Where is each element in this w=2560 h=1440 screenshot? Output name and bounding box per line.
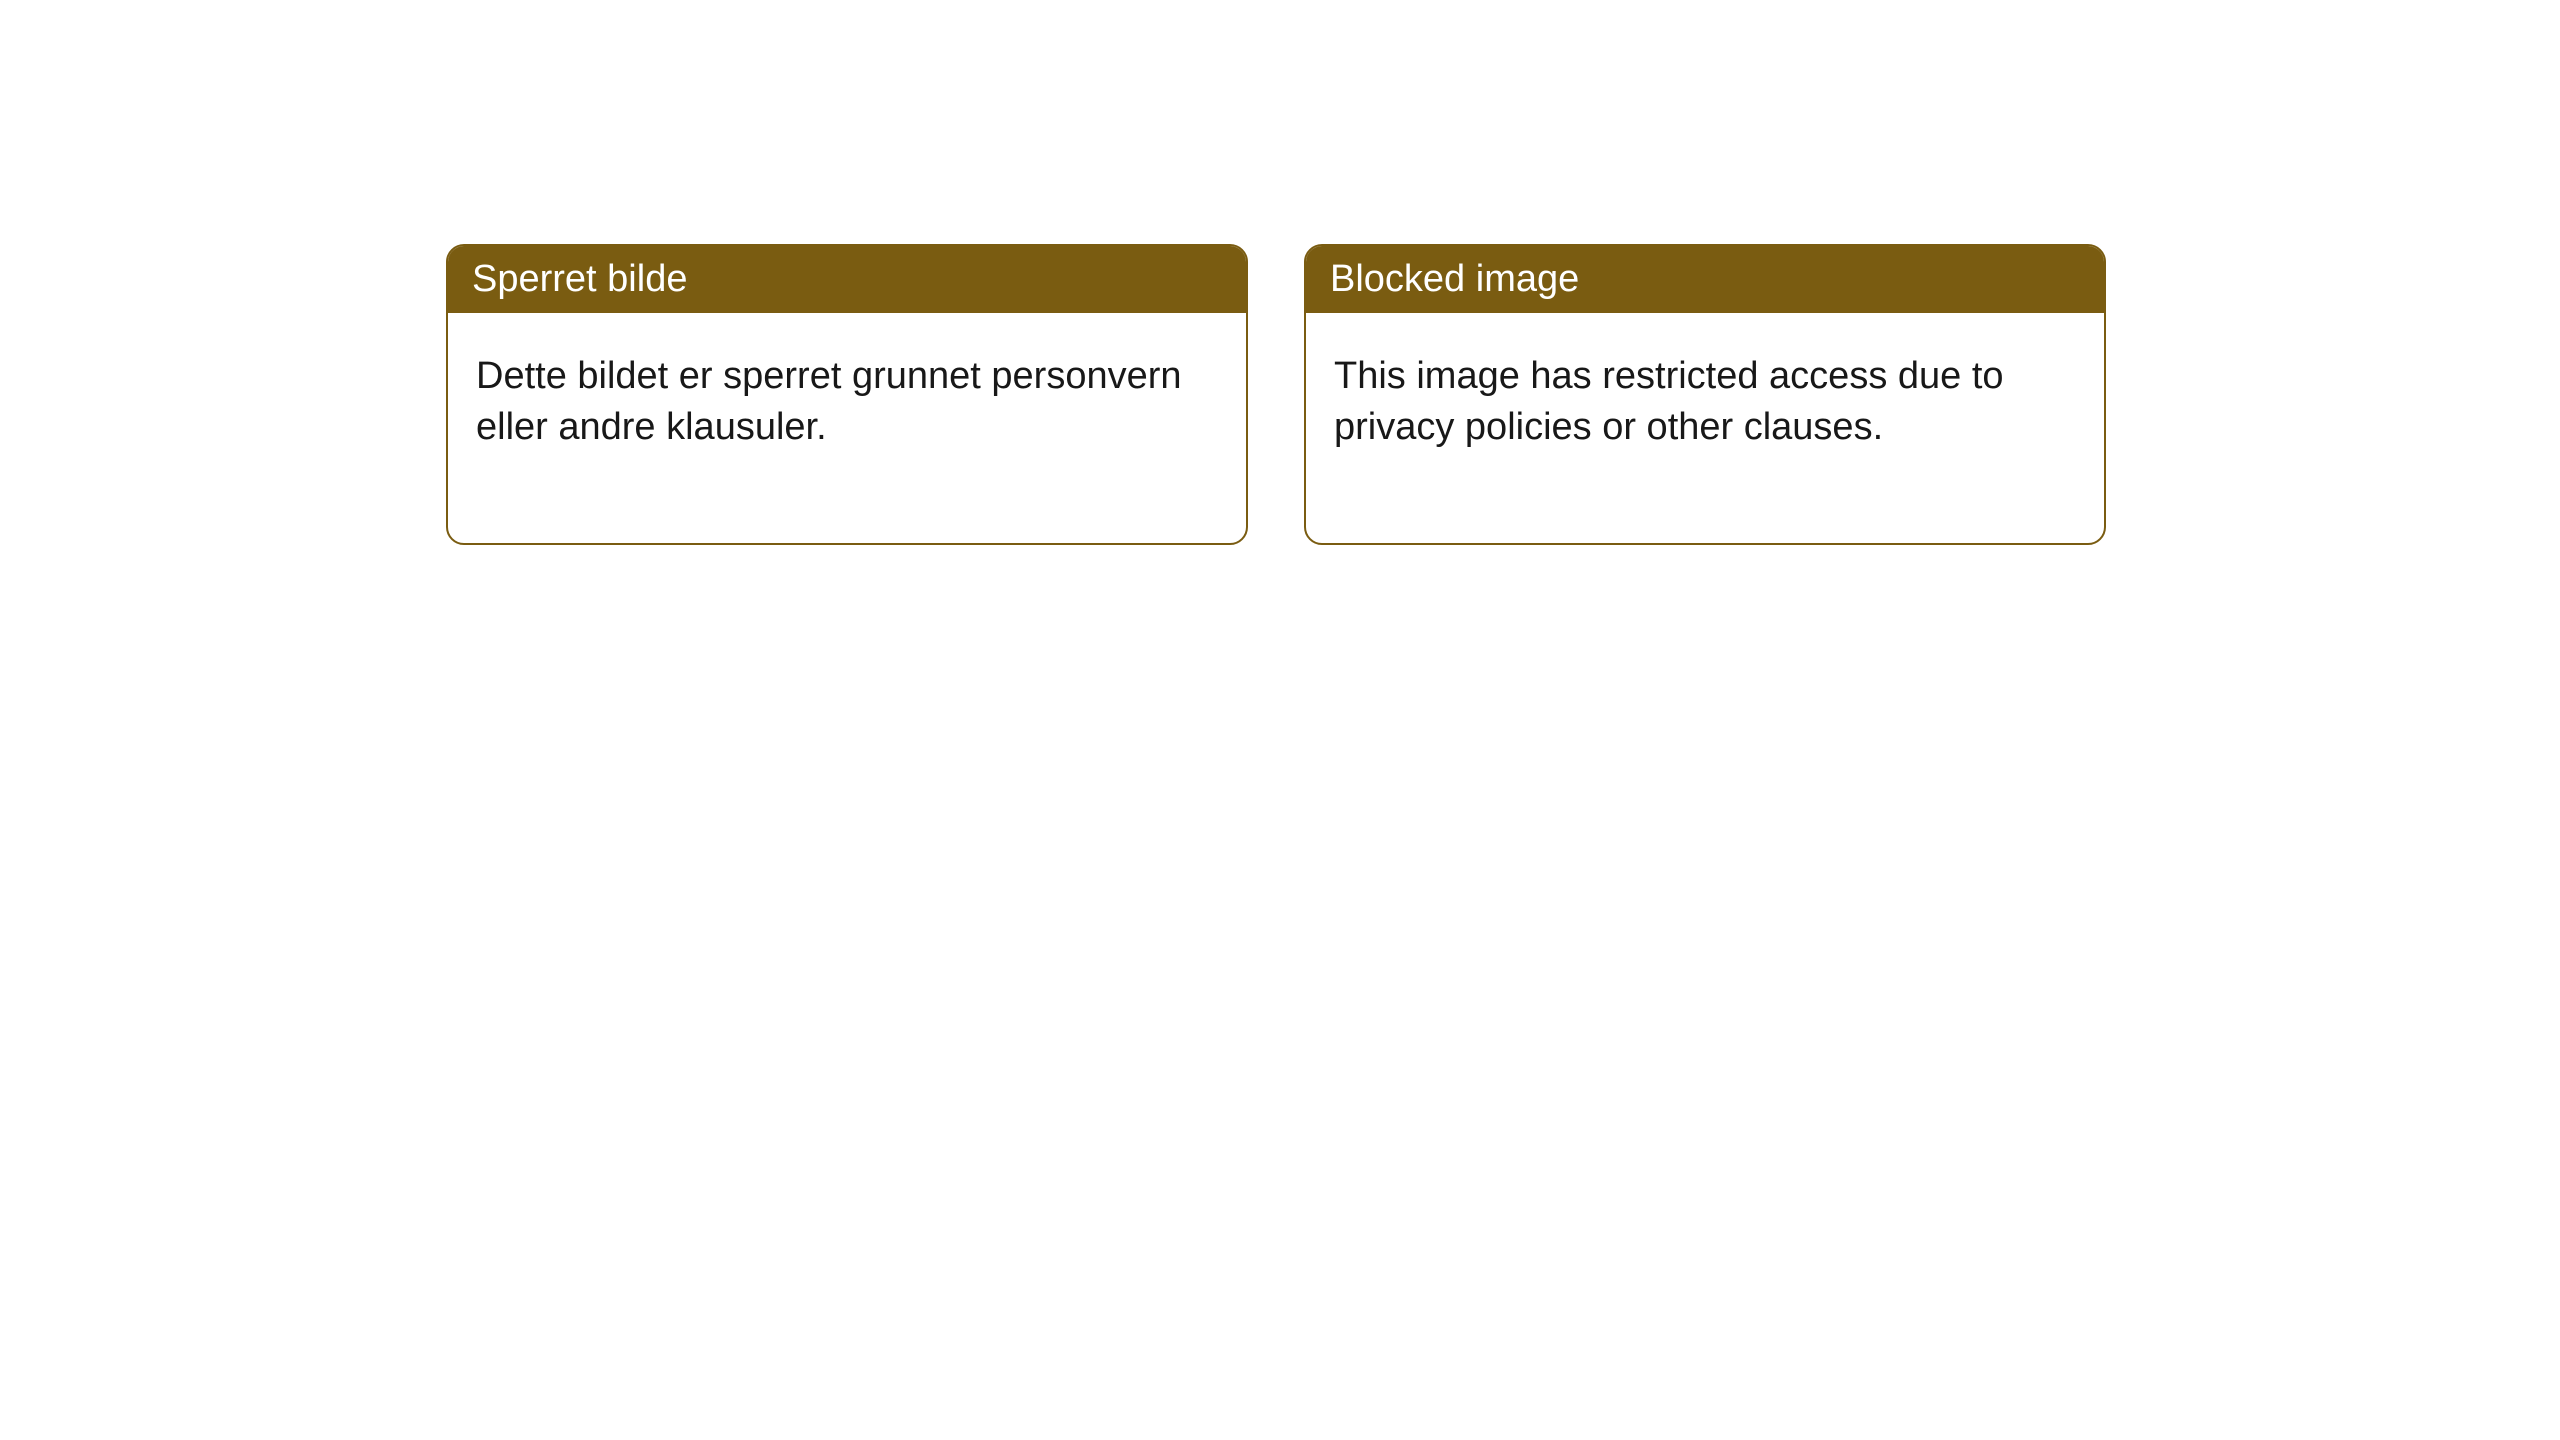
card-header: Sperret bilde (448, 246, 1246, 313)
blocked-image-card-norwegian: Sperret bilde Dette bildet er sperret gr… (446, 244, 1248, 545)
card-body: Dette bildet er sperret grunnet personve… (448, 313, 1246, 543)
blocked-image-card-english: Blocked image This image has restricted … (1304, 244, 2106, 545)
card-header: Blocked image (1306, 246, 2104, 313)
blocked-image-notice-container: Sperret bilde Dette bildet er sperret gr… (446, 244, 2106, 545)
card-body: This image has restricted access due to … (1306, 313, 2104, 543)
